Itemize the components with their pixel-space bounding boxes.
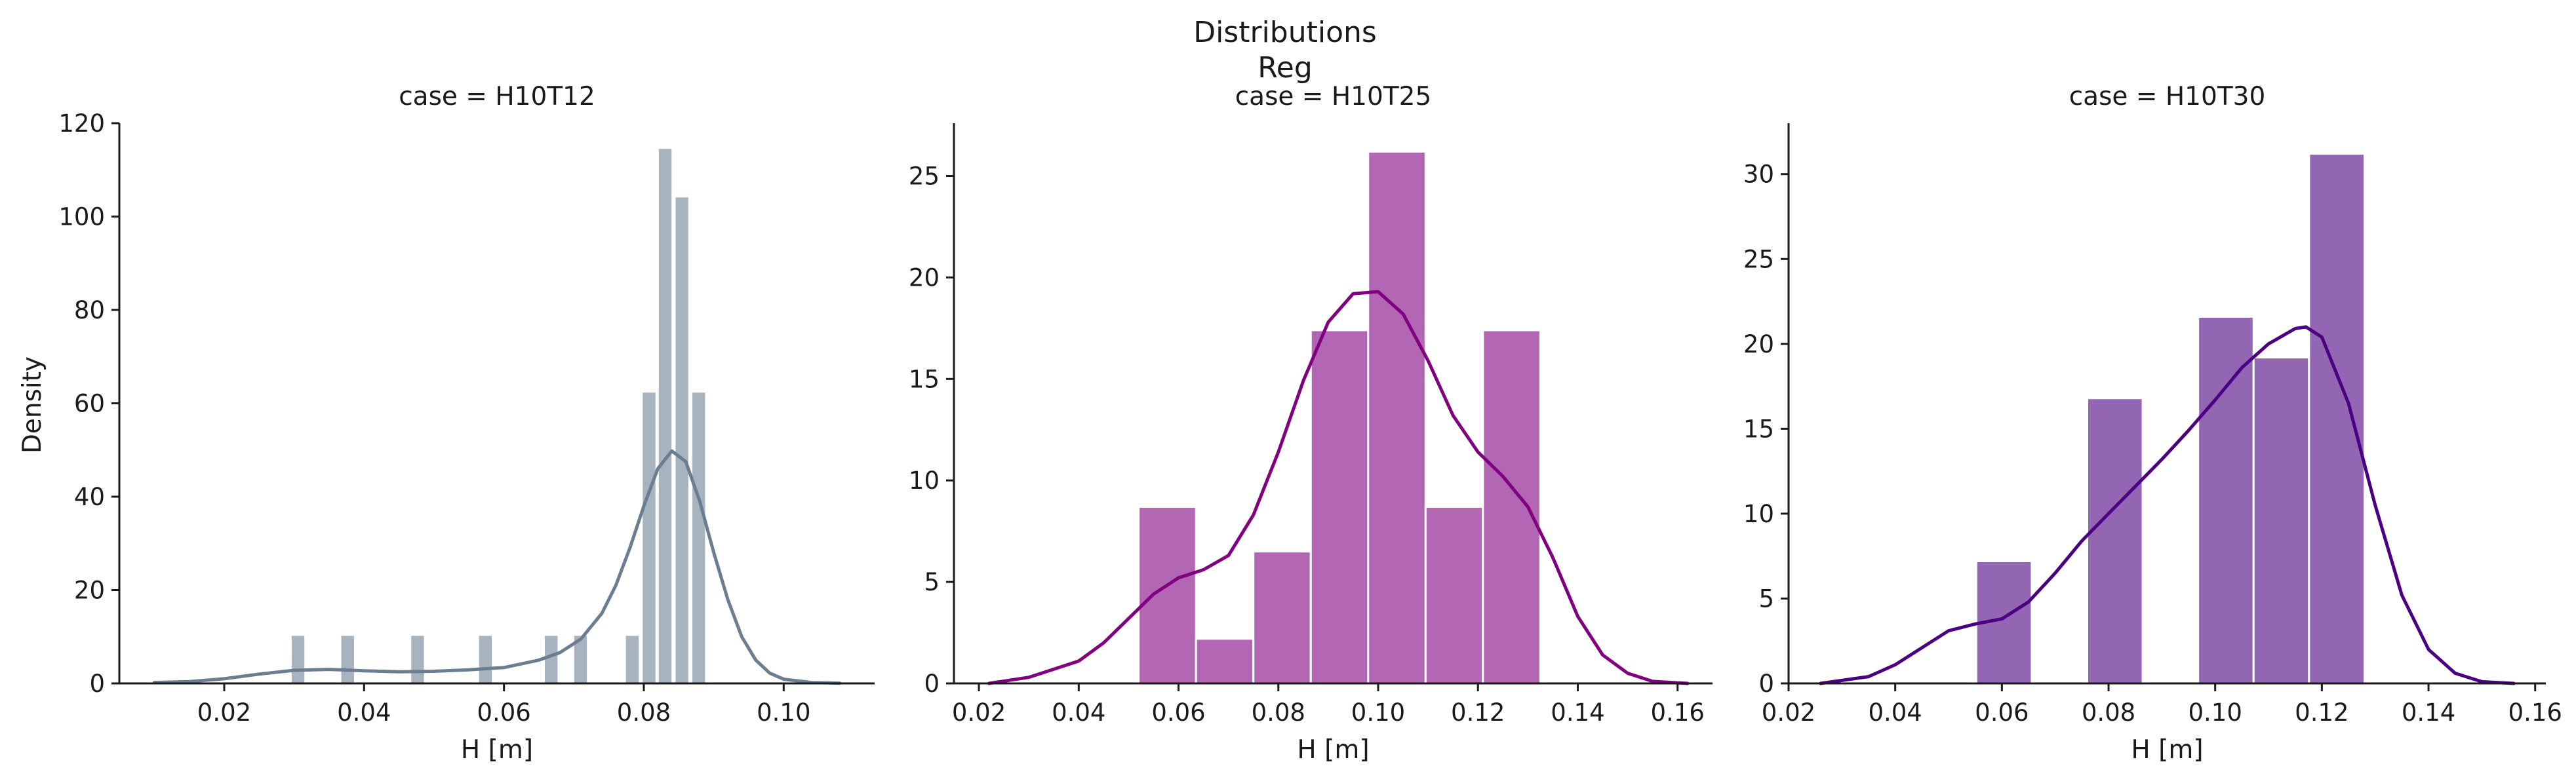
figure-title-line1: Distributions [1193, 16, 1377, 49]
x-tick-label: 0.16 [2508, 698, 2562, 727]
y-tick-label: 20 [74, 577, 105, 605]
y-tick-label: 0 [924, 670, 940, 698]
y-tick-label: 20 [1743, 330, 1774, 358]
histogram-bar [656, 147, 674, 685]
x-tick-label: 0.08 [1252, 698, 1305, 727]
x-tick-label: 0.04 [1052, 698, 1105, 727]
x-tick-label: 0.06 [1975, 698, 2029, 727]
x-tick-label: 0.08 [617, 698, 671, 727]
x-tick-label: 0.12 [2295, 698, 2348, 727]
y-tick-label: 25 [1743, 245, 1774, 273]
y-tick-label: 5 [1758, 584, 1774, 613]
histogram-bar [2086, 397, 2144, 685]
histogram-bar [1309, 329, 1370, 685]
kde-line [987, 290, 1690, 685]
histogram-bar [477, 634, 494, 685]
x-axis-label: H [m] [1297, 735, 1369, 765]
kde-line [152, 449, 842, 685]
y-tick-label: 0 [1758, 670, 1774, 698]
x-tick-label: 0.02 [1762, 698, 1815, 727]
histogram-bar [289, 634, 307, 685]
histogram-bar [673, 195, 690, 685]
x-tick-label: 0.08 [2082, 698, 2135, 727]
histogram-bar [2308, 153, 2366, 685]
panel-h10t25: 0.02 0.04 0.06 0.08 0.10 0.12 0.14 0.16 0 5 10 15 20… [909, 82, 1713, 765]
panel-title: case = H10T12 [399, 82, 595, 111]
y-tick-label: 0 [89, 670, 105, 698]
histogram-bar [690, 391, 707, 685]
x-tick-label: 0.04 [337, 698, 391, 727]
panel-title: case = H10T25 [1235, 82, 1432, 111]
y-tick-label: 15 [1743, 415, 1774, 443]
y-tick-label: 10 [909, 467, 940, 495]
x-tick-label: 0.06 [1151, 698, 1205, 727]
histogram-bar [1367, 150, 1427, 685]
x-tick-label: 0.10 [2189, 698, 2242, 727]
histogram-bar [1252, 550, 1312, 685]
y-tick-label: 10 [1743, 500, 1774, 528]
panel-h10t12: 0.02 0.04 0.06 0.08 0.10 0 20 40 60 80 100 120 case … [58, 82, 875, 765]
histogram-bar [409, 634, 426, 685]
kde-line [1819, 325, 2516, 685]
y-tick-label: 40 [74, 483, 105, 511]
x-tick-label: 0.16 [1651, 698, 1705, 727]
y-tick-label: 120 [58, 109, 105, 138]
y-tick-label: 20 [909, 263, 940, 292]
histogram-bar [1424, 505, 1484, 685]
x-tick-label: 0.10 [1351, 698, 1405, 727]
panel-title: case = H10T30 [2069, 82, 2266, 111]
x-axis-label: H [m] [461, 735, 533, 765]
histogram-bar [2252, 356, 2310, 685]
x-tick-label: 0.14 [1551, 698, 1604, 727]
histogram-bar [624, 634, 641, 685]
y-tick-label: 100 [58, 203, 105, 231]
figure-title-line2: Reg [1258, 51, 1313, 85]
y-tick-label: 60 [74, 390, 105, 418]
x-tick-label: 0.06 [477, 698, 530, 727]
histogram-bar [1195, 638, 1255, 685]
x-tick-label: 0.02 [197, 698, 251, 727]
histogram-bar [339, 634, 356, 685]
y-tick-label: 5 [924, 568, 940, 596]
histogram-bar [1482, 329, 1541, 685]
histogram-bar [641, 391, 658, 685]
panel-h10t30: 0.02 0.04 0.06 0.08 0.10 0.12 0.14 0.16 0 5 10 15 20… [1743, 82, 2562, 765]
histogram-bar [1138, 505, 1197, 685]
x-tick-label: 0.04 [1868, 698, 1922, 727]
x-tick-label: 0.10 [757, 698, 810, 727]
x-axis-label: H [m] [2131, 735, 2203, 765]
y-tick-label: 25 [909, 162, 940, 191]
y-tick-label: 80 [74, 296, 105, 324]
y-tick-label: 30 [1743, 161, 1774, 189]
y-axis-label: Density [18, 356, 47, 453]
x-tick-label: 0.02 [952, 698, 1006, 727]
x-tick-label: 0.14 [2402, 698, 2455, 727]
histogram-bar [2197, 315, 2255, 685]
y-tick-label: 15 [909, 365, 940, 393]
x-tick-label: 0.12 [1451, 698, 1505, 727]
